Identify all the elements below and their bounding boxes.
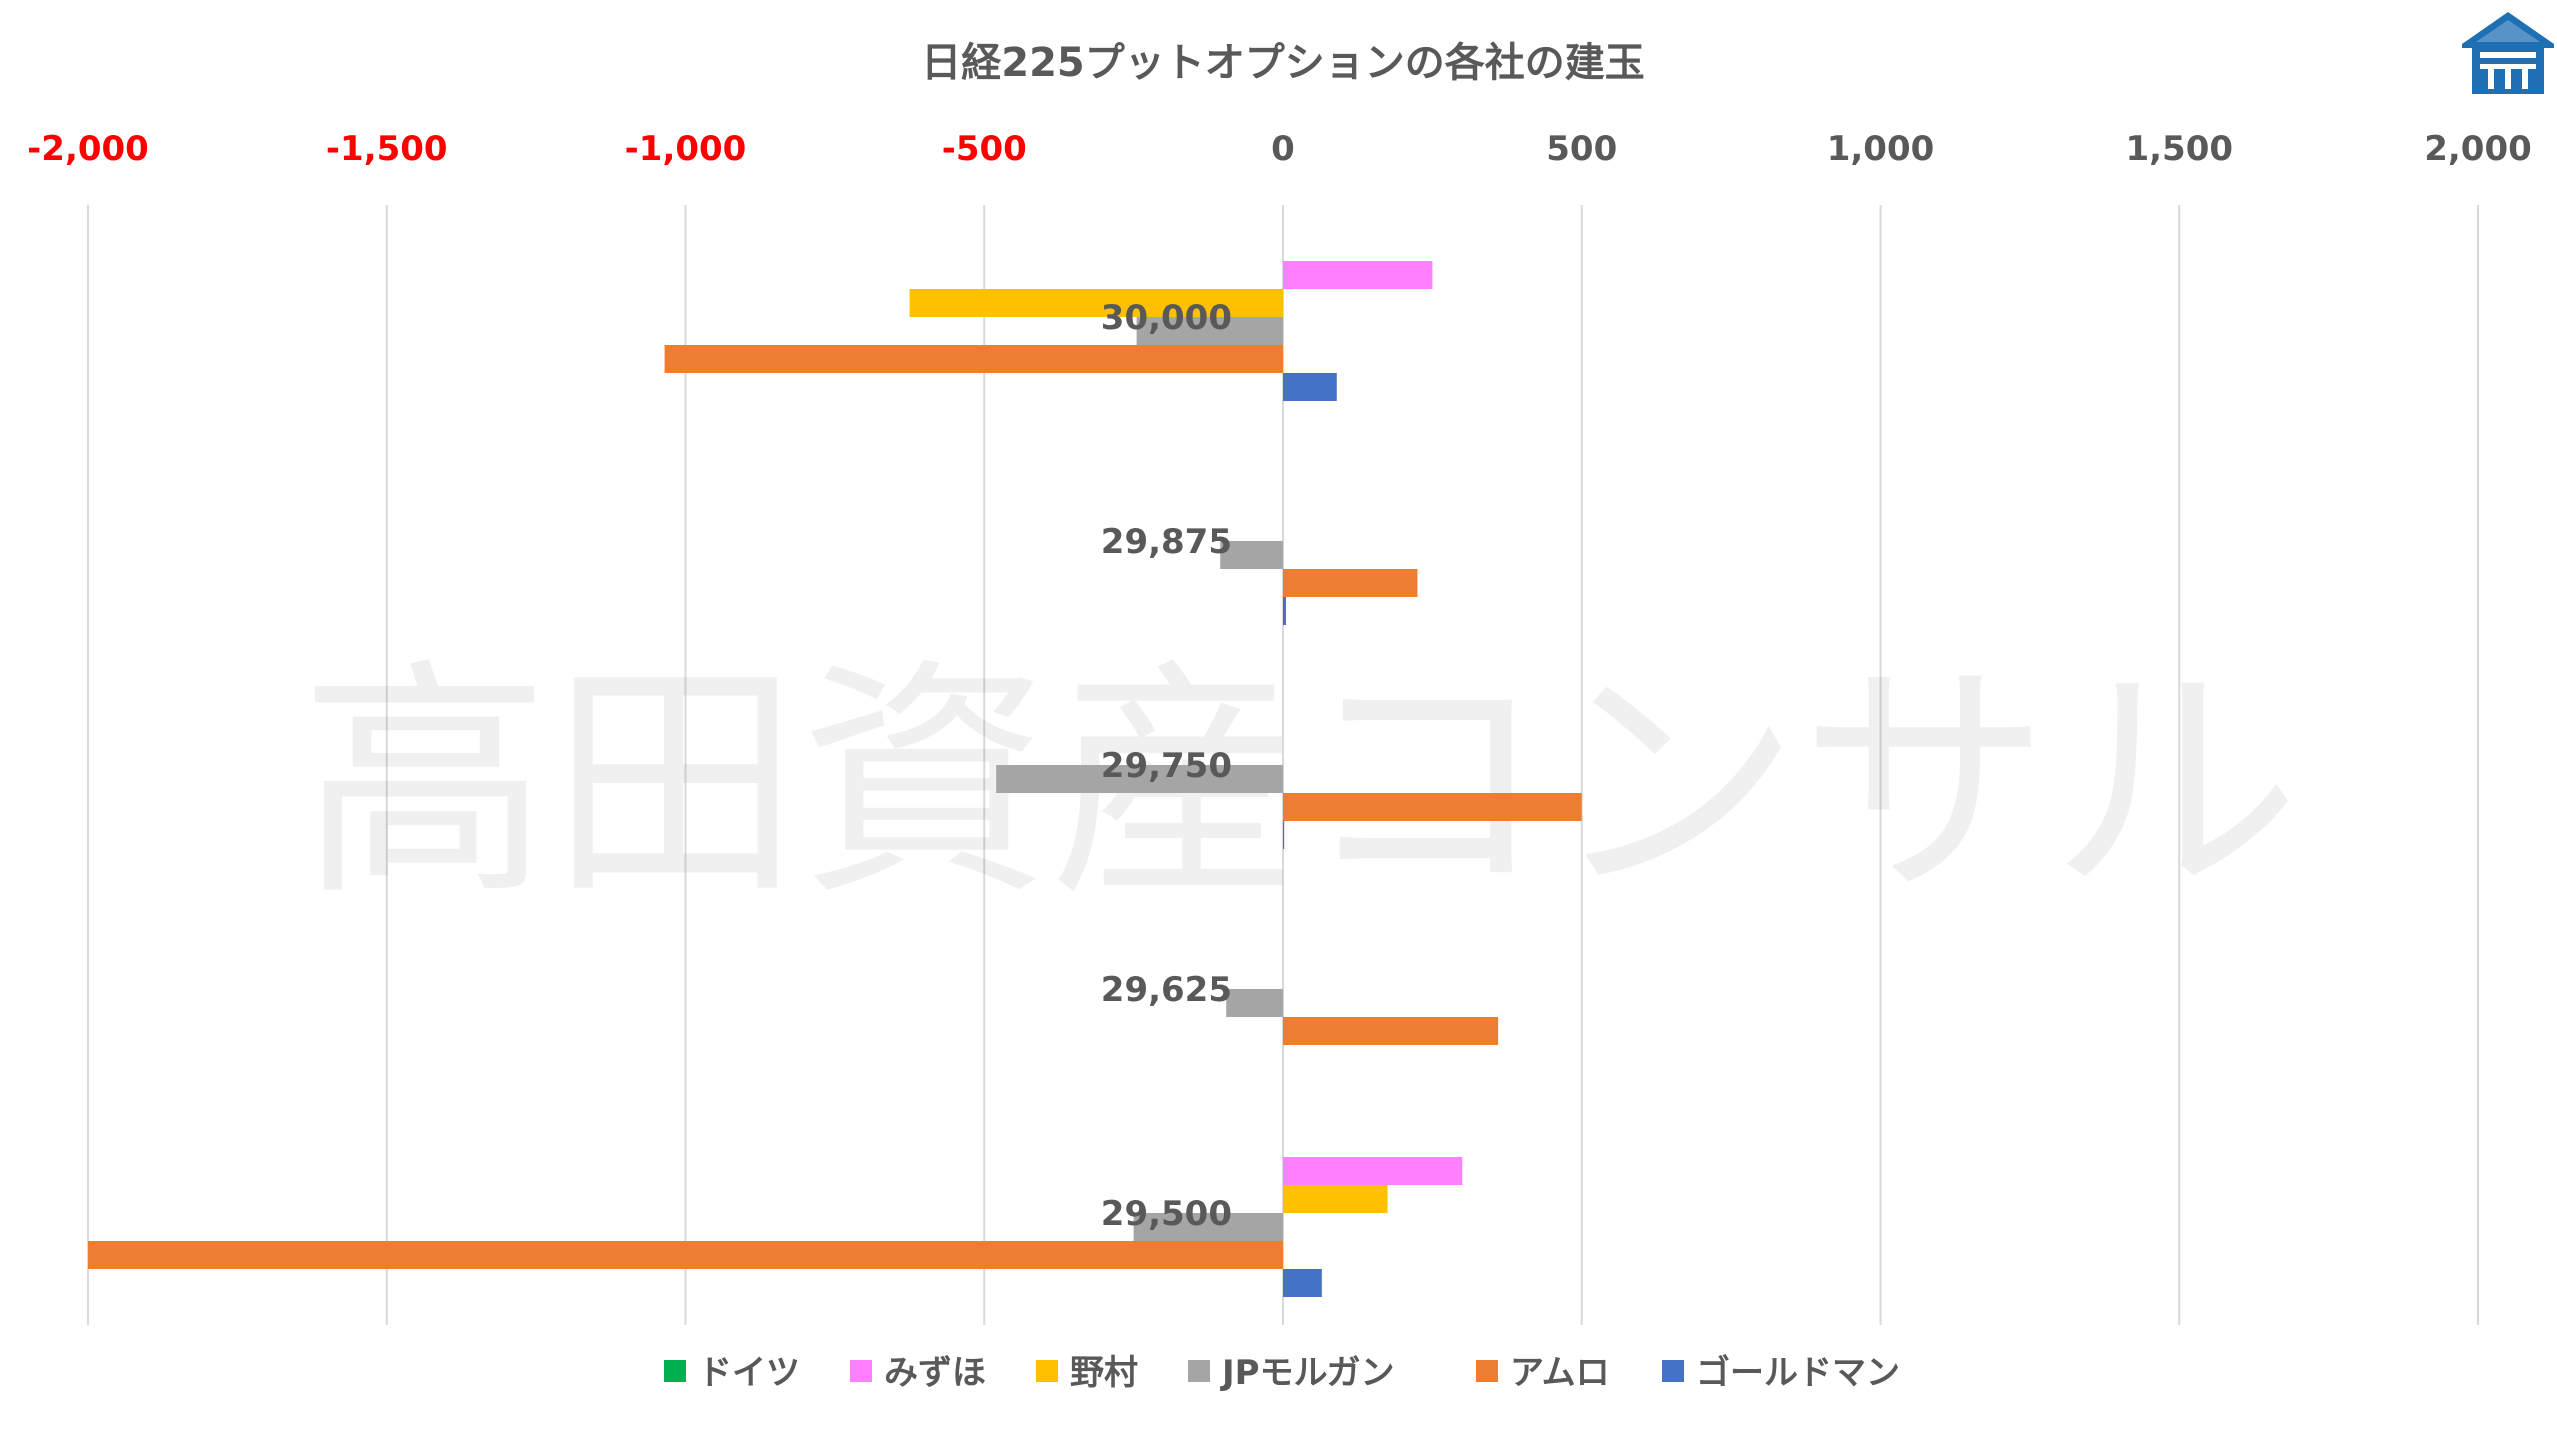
legend-label: ゴールドマン — [1696, 1353, 1900, 1393]
bar — [88, 1241, 1283, 1269]
bar — [996, 765, 1283, 793]
bar — [1133, 1213, 1283, 1241]
x-tick-label: 1,000 — [1827, 129, 1935, 169]
bar — [909, 289, 1283, 317]
bar — [1283, 373, 1337, 401]
legend-label: アムロ — [1510, 1353, 1610, 1393]
legend-swatch — [664, 1360, 686, 1382]
bar — [1283, 1269, 1322, 1297]
x-tick-label: -1,000 — [625, 129, 747, 169]
chart-title: 日経225プットオプションの各社の建玉 — [921, 40, 1645, 86]
legend-label: 野村 — [1070, 1353, 1138, 1393]
bar — [1283, 821, 1285, 849]
bar — [664, 345, 1283, 373]
bar — [1226, 989, 1283, 1017]
watermark-text: 高田資産コンサル — [300, 638, 2300, 929]
bar — [1283, 569, 1418, 597]
category-label: 29,625 — [1101, 970, 1232, 1010]
takada-logo-icon — [2462, 12, 2554, 94]
x-tick-label: -1,500 — [326, 129, 448, 169]
legend-label: みずほ — [884, 1353, 986, 1393]
legend-swatch — [1188, 1360, 1210, 1382]
legend: ドイツ みずほ 野村 JPモルガン アムロ ゴールドマン — [664, 1353, 1900, 1393]
x-tick-labels: -2,000 -1,500 -1,000 -500 0 500 1,000 1,500 2,00… — [27, 129, 2532, 169]
category-label: 29,500 — [1101, 1194, 1232, 1234]
legend-label: ドイツ — [698, 1353, 800, 1393]
bar — [1283, 793, 1582, 821]
legend-swatch — [1476, 1360, 1498, 1382]
x-tick-label: -2,000 — [27, 129, 149, 169]
bar — [1283, 261, 1433, 289]
category-label: 30,000 — [1101, 298, 1232, 338]
x-tick-label: -500 — [942, 129, 1027, 169]
bar — [1283, 597, 1286, 625]
legend-swatch — [1036, 1360, 1058, 1382]
bar — [1283, 1157, 1463, 1185]
bar — [1220, 541, 1283, 569]
legend-swatch — [850, 1360, 872, 1382]
bar — [1283, 1017, 1499, 1045]
category-labels: 30,000 29,875 29,750 29,625 29,500 — [1101, 298, 1232, 1234]
legend-label: JPモルガン — [1220, 1353, 1395, 1393]
x-tick-label: 500 — [1546, 129, 1617, 169]
bar — [1283, 1185, 1388, 1213]
category-label: 29,750 — [1101, 746, 1232, 786]
bar — [1136, 317, 1283, 345]
category-label: 29,875 — [1101, 522, 1232, 562]
bars — [88, 261, 1582, 1297]
x-tick-label: 1,500 — [2125, 129, 2233, 169]
x-tick-label: 2,000 — [2424, 129, 2532, 169]
x-tick-label: 0 — [1271, 129, 1295, 169]
legend-swatch — [1662, 1360, 1684, 1382]
